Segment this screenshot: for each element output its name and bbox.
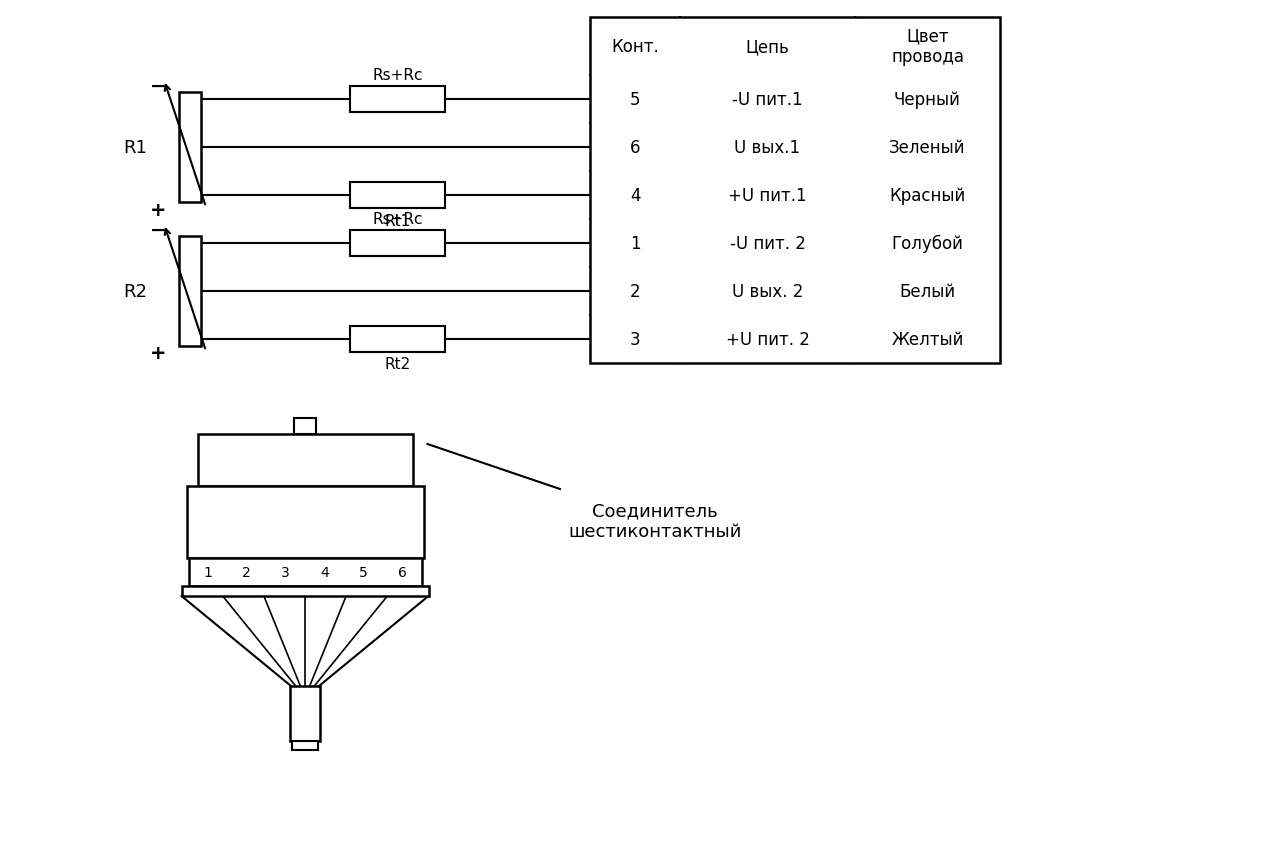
Bar [349,327,445,352]
Bar [179,93,201,203]
Text: 2: 2 [242,566,251,579]
Text: 4: 4 [320,566,329,579]
Text: −: − [150,77,166,96]
Text: Желтый: Желтый [891,331,964,349]
Text: U вых. 2: U вых. 2 [732,282,803,300]
Text: 1: 1 [630,235,640,252]
Text: −: − [150,220,166,239]
Text: +: + [150,344,166,363]
Text: Красный: Красный [890,187,965,205]
Text: Rt1: Rt1 [384,213,411,229]
Text: Цвет
провода: Цвет провода [891,27,964,67]
Text: 1: 1 [204,566,212,579]
Bar [187,486,424,559]
Bar [188,559,421,586]
Text: Конт.: Конт. [611,38,659,56]
Text: Черный: Черный [893,91,961,109]
Bar [294,419,316,434]
Text: +: + [150,200,166,219]
Text: Белый: Белый [900,282,956,300]
Text: Зеленый: Зеленый [890,139,965,157]
Bar [349,183,445,209]
Text: R2: R2 [123,282,147,300]
Text: -U пит. 2: -U пит. 2 [730,235,805,252]
Text: R1: R1 [123,139,147,157]
Text: 6: 6 [630,139,640,157]
Text: U вых.1: U вых.1 [735,139,800,157]
Text: Соединитель
шестиконтактный: Соединитель шестиконтактный [568,502,741,540]
Text: 3: 3 [630,331,640,349]
Text: +U пит. 2: +U пит. 2 [726,331,809,349]
Bar [590,18,1000,363]
Text: Rs+Rc: Rs+Rc [372,212,422,226]
Text: +U пит.1: +U пит.1 [728,187,806,205]
Text: 4: 4 [630,187,640,205]
Text: 3: 3 [282,566,291,579]
Bar [292,741,317,750]
Text: 5: 5 [630,91,640,109]
Text: Rs+Rc: Rs+Rc [372,67,422,83]
Text: Цепь: Цепь [746,38,790,56]
Text: 6: 6 [398,566,407,579]
Bar [349,230,445,257]
Bar [182,586,429,596]
Bar [179,237,201,346]
Bar [197,434,412,486]
Text: Голубой: Голубой [892,235,964,252]
Bar [349,87,445,113]
Text: Rt2: Rt2 [384,357,411,372]
Text: -U пит.1: -U пит.1 [732,91,803,109]
Bar [291,686,320,741]
Text: 5: 5 [358,566,367,579]
Text: 2: 2 [630,282,640,300]
